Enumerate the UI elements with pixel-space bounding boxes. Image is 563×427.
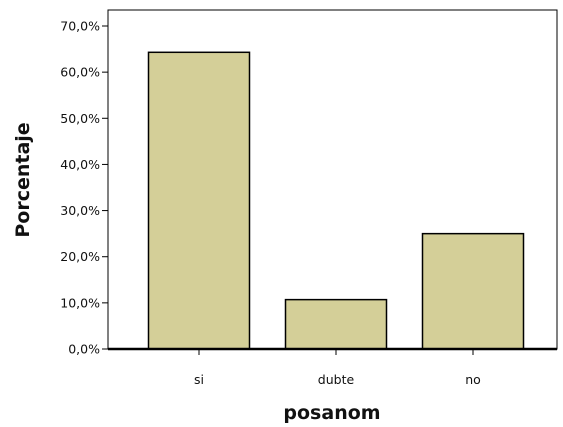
y-axis-title: Porcentaje bbox=[12, 122, 34, 237]
y-tick-label: 10,0% bbox=[60, 295, 100, 310]
bars bbox=[147, 51, 525, 350]
y-tick-label: 20,0% bbox=[60, 249, 100, 264]
x-axis: si dubte no bbox=[194, 349, 481, 387]
y-tick-label: 50,0% bbox=[60, 111, 100, 126]
x-axis-title: posanom bbox=[283, 402, 380, 424]
y-tick-label: 40,0% bbox=[60, 157, 100, 172]
y-axis: 0,0% 10,0% 20,0% 30,0% 40,0% 50,0% 60,0% 70,0% bbox=[60, 19, 108, 357]
bar bbox=[147, 51, 251, 350]
bar bbox=[421, 232, 525, 350]
x-tick-label: dubte bbox=[318, 372, 355, 387]
x-tick-label: no bbox=[465, 372, 481, 387]
y-tick-label: 0,0% bbox=[68, 342, 100, 357]
y-tick-label: 60,0% bbox=[60, 65, 100, 80]
y-tick-label: 70,0% bbox=[60, 19, 100, 34]
bar bbox=[284, 298, 388, 350]
x-tick-label: si bbox=[194, 372, 204, 387]
y-tick-label: 30,0% bbox=[60, 203, 100, 218]
